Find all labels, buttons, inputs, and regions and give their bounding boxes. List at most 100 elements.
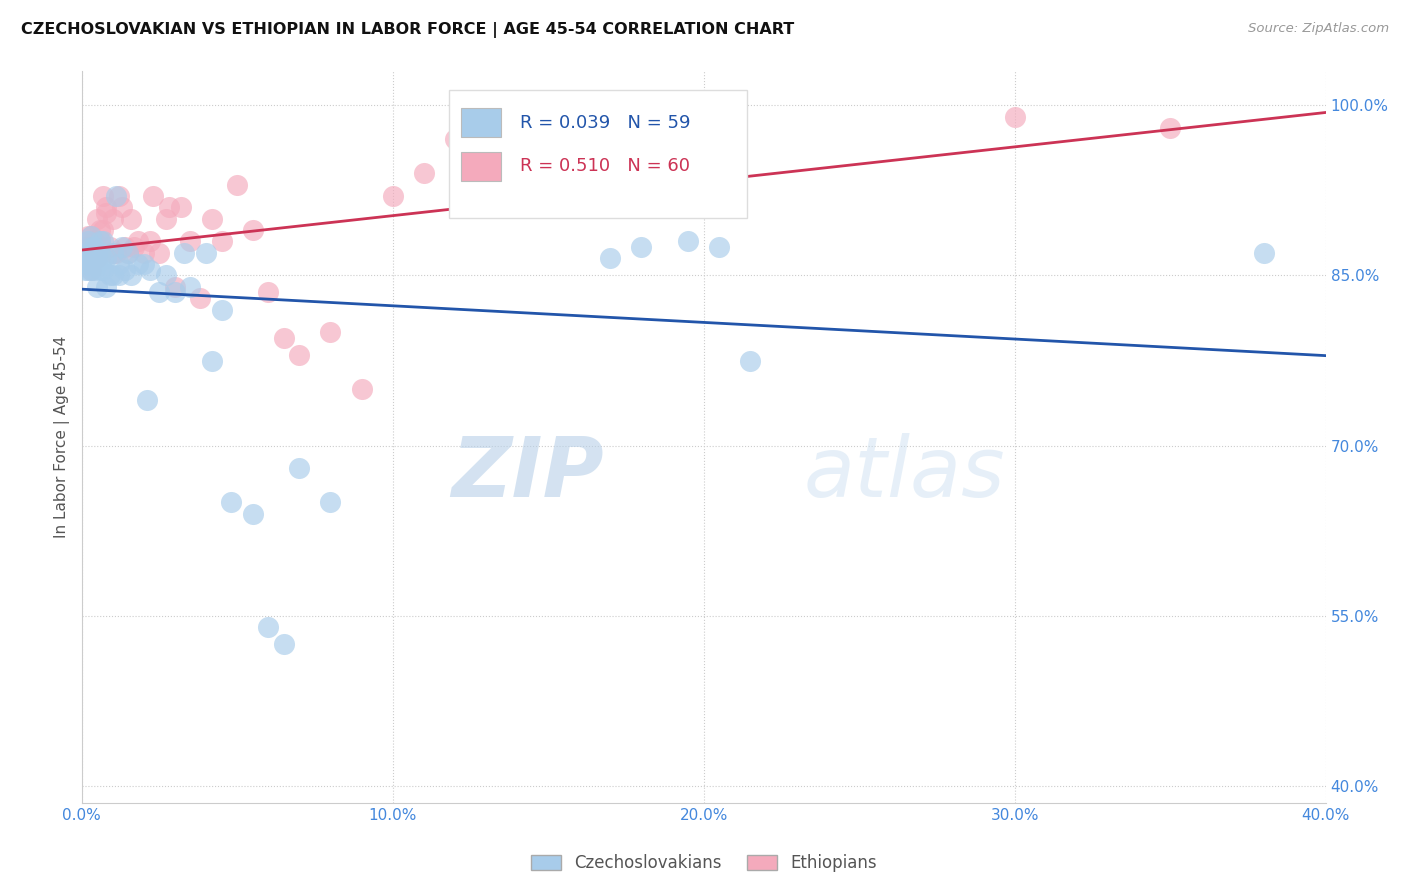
Point [83,240,105,254]
Point [111,240,134,254]
Point [1159,121,1181,136]
Point [80,245,103,260]
Point [179,280,201,294]
Point [104,245,127,260]
Point [101,245,124,260]
Point [120,268,142,283]
Point [89,262,111,277]
Point [83,240,105,254]
Point [709,240,731,254]
Point [73,257,96,271]
Point [173,245,195,260]
Text: CZECHOSLOVAKIAN VS ETHIOPIAN IN LABOR FORCE | AGE 45-54 CORRELATION CHART: CZECHOSLOVAKIAN VS ETHIOPIAN IN LABOR FO… [21,22,794,38]
Point [219,495,242,509]
Point [73,245,96,260]
Point [91,252,114,266]
Point [101,268,124,283]
Point [114,240,136,254]
Point [108,268,131,283]
Point [73,262,96,277]
Point [163,280,186,294]
Point [273,331,295,345]
Point [91,262,114,277]
Point [242,507,264,521]
Point [195,245,218,260]
Point [80,262,103,277]
Point [693,144,716,158]
FancyBboxPatch shape [449,89,747,218]
Point [381,189,404,203]
Point [170,201,193,215]
Point [104,189,127,203]
Point [211,302,233,317]
Point [676,235,699,249]
Point [80,252,103,266]
Point [96,280,118,294]
Text: R = 0.510   N = 60: R = 0.510 N = 60 [520,158,689,176]
Point [91,189,114,203]
Point [288,461,311,475]
Point [86,245,108,260]
Point [89,235,111,249]
Point [114,262,136,277]
Text: R = 0.039   N = 59: R = 0.039 N = 59 [520,113,690,131]
Point [96,206,118,220]
Point [120,211,142,226]
Point [188,291,211,305]
Point [127,235,149,249]
Point [740,353,762,368]
Text: Source: ZipAtlas.com: Source: ZipAtlas.com [1249,22,1389,36]
Point [98,268,121,283]
Point [108,189,131,203]
Point [201,353,224,368]
Point [80,228,103,243]
Text: ZIP: ZIP [451,434,605,514]
Point [96,252,118,266]
Point [86,257,108,271]
Point [86,252,108,266]
Point [89,240,111,254]
Point [1004,110,1026,124]
Point [111,201,134,215]
Point [155,211,177,226]
Point [96,201,118,215]
Point [76,245,98,260]
Point [257,620,280,634]
Point [91,223,114,237]
Point [83,262,105,277]
Point [288,348,311,362]
Point [76,262,98,277]
Point [89,223,111,237]
Point [117,245,139,260]
Point [1253,245,1275,260]
Point [179,235,201,249]
Point [630,240,652,254]
Point [108,257,131,271]
Point [80,228,103,243]
Point [83,245,105,260]
Point [80,262,103,277]
Point [76,252,98,266]
Point [83,252,105,266]
Text: atlas: atlas [803,434,1005,514]
Point [89,245,111,260]
Point [86,240,108,254]
Point [124,240,146,254]
Point [89,235,111,249]
Point [139,262,162,277]
Point [157,201,180,215]
Point [101,211,124,226]
Point [211,235,233,249]
FancyBboxPatch shape [461,152,501,181]
Point [127,257,149,271]
Point [201,211,224,226]
Point [76,252,98,266]
Point [242,223,264,237]
Point [132,245,155,260]
Point [599,252,621,266]
Point [73,245,96,260]
Point [537,132,560,146]
Point [76,257,98,271]
Point [76,240,98,254]
Point [76,228,98,243]
